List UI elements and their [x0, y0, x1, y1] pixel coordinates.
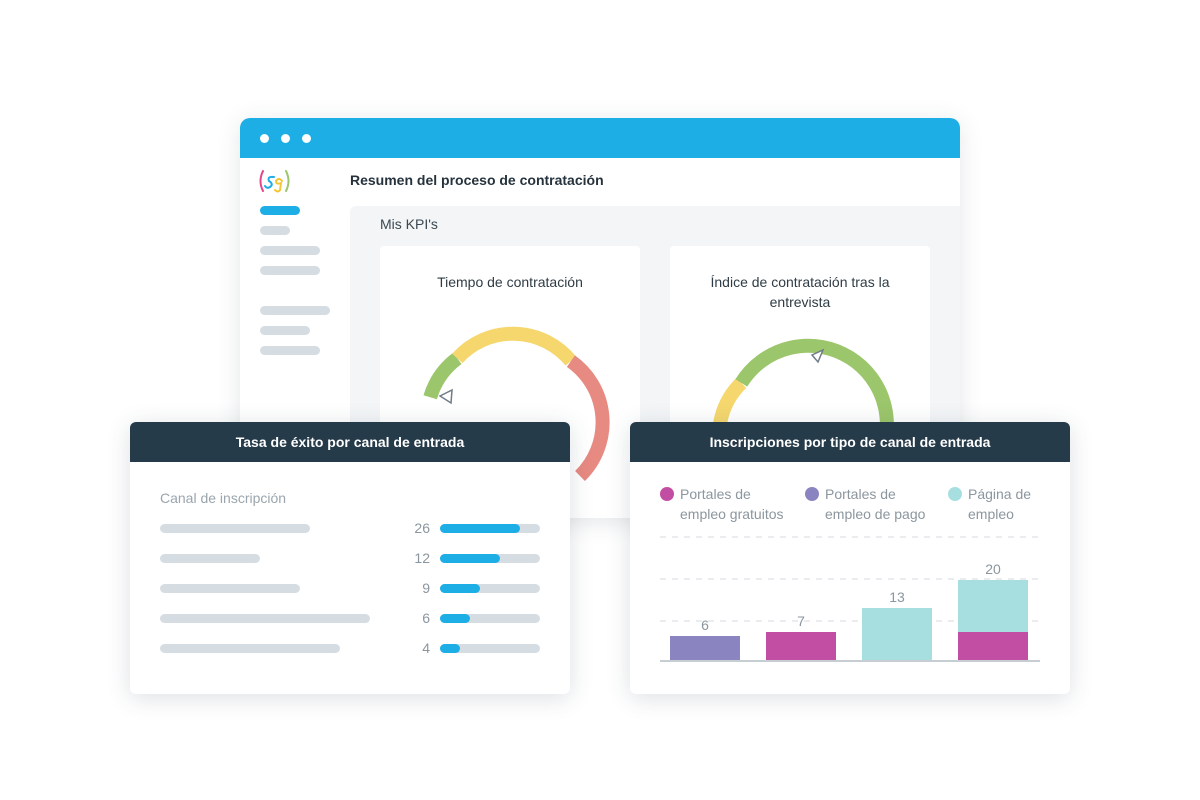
sidebar-item[interactable]: [260, 246, 320, 255]
channel-value: 12: [414, 550, 430, 566]
sidebar-item[interactable]: [260, 266, 320, 275]
window-dot-icon[interactable]: [260, 133, 269, 143]
legend-item[interactable]: Página de empleo: [948, 484, 1048, 524]
legend-label: Portales de empleo de pago: [825, 486, 926, 522]
bar-value-label: 13: [889, 589, 905, 605]
page-title: Resumen del proceso de contratación: [350, 172, 604, 188]
success-rate-card: Tasa de éxito por canal de entrada Canal…: [130, 422, 570, 694]
bar-segment[interactable]: [958, 580, 1028, 632]
kpi-title: Tiempo de contratación: [437, 274, 583, 290]
bar-segment[interactable]: [670, 636, 740, 660]
channel-value: 9: [422, 580, 430, 596]
progress-fill: [440, 614, 470, 623]
channel-row[interactable]: 4: [160, 640, 540, 656]
gauge-segment-green: [423, 352, 462, 400]
channel-value: 26: [414, 520, 430, 536]
sidebar-item[interactable]: [260, 346, 320, 355]
channel-name-placeholder: [160, 554, 260, 563]
channel-row[interactable]: 12: [160, 550, 540, 566]
gauge-chart: [423, 326, 610, 482]
bar-segment[interactable]: [958, 632, 1028, 660]
progress-fill: [440, 524, 520, 533]
channel-value: 4: [422, 640, 430, 656]
registrations-chart-card: Inscripciones por tipo de canal de entra…: [630, 422, 1070, 694]
channel-row[interactable]: 9: [160, 580, 540, 596]
progress-track: [440, 644, 540, 653]
sidebar-item[interactable]: [260, 326, 310, 335]
gauge-segment-yellow: [452, 326, 577, 366]
chart-legend: Portales de empleo gratuitos Portales de…: [660, 484, 1050, 528]
sidebar-item[interactable]: [260, 226, 290, 235]
bar-value-label: 7: [797, 613, 805, 629]
progress-track: [440, 554, 540, 563]
bar-value-label: 6: [701, 617, 709, 633]
channel-row[interactable]: 6: [160, 610, 540, 626]
legend-item[interactable]: Portales de empleo de pago: [805, 484, 940, 524]
channel-name-placeholder: [160, 584, 300, 593]
channel-name-placeholder: [160, 644, 340, 653]
sidebar-item[interactable]: [260, 206, 300, 215]
gauge-needle-icon: [810, 348, 825, 364]
sidebar-item[interactable]: [260, 306, 330, 315]
window-titlebar: [240, 118, 960, 158]
card-title: Tasa de éxito por canal de entrada: [130, 422, 570, 462]
legend-label: Portales de empleo gratuitos: [680, 486, 784, 522]
bar-segment[interactable]: [766, 632, 836, 660]
progress-fill: [440, 584, 480, 593]
stacked-bar-chart: 6 7 13 20: [660, 536, 1040, 662]
progress-fill: [440, 554, 500, 563]
channel-name-placeholder: [160, 524, 310, 533]
bar-value-label: 20: [985, 561, 1001, 577]
progress-track: [440, 524, 540, 533]
progress-track: [440, 584, 540, 593]
kpi-title: Índice de contratación tras la entrevist…: [710, 274, 890, 310]
channel-row[interactable]: 26: [160, 520, 540, 536]
progress-track: [440, 614, 540, 623]
browser-window: Resumen del proceso de contratación Mis …: [240, 118, 960, 518]
gauge-needle-icon: [438, 388, 453, 405]
channel-value: 6: [422, 610, 430, 626]
window-dot-icon[interactable]: [281, 133, 290, 143]
legend-swatch: [805, 487, 819, 501]
gauge-segment-red: [566, 355, 610, 482]
legend-swatch: [948, 487, 962, 501]
legend-swatch: [660, 487, 674, 501]
legend-item[interactable]: Portales de empleo gratuitos: [660, 484, 795, 524]
sg-logo-icon: [259, 170, 290, 193]
card-title: Inscripciones por tipo de canal de entra…: [630, 422, 1070, 462]
progress-fill: [440, 644, 460, 653]
channel-name-placeholder: [160, 614, 370, 623]
channel-column-label: Canal de inscripción: [160, 490, 287, 506]
kpi-section-label: Mis KPI's: [380, 216, 438, 232]
window-dot-icon[interactable]: [302, 133, 311, 143]
legend-label: Página de empleo: [968, 486, 1032, 522]
bar-segment[interactable]: [862, 608, 932, 660]
